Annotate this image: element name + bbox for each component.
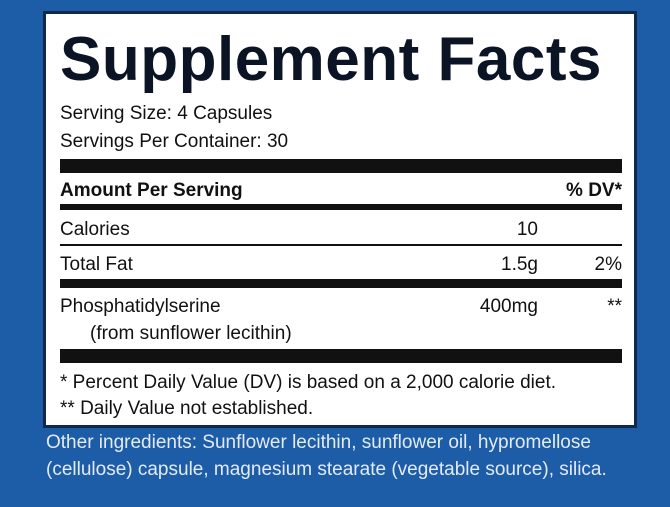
facts-panel: Supplement Facts Serving Size: 4 Capsule… [43,11,637,428]
divider [60,244,622,246]
row-name: Total Fat [60,254,133,275]
row-dv: ** [607,296,622,317]
title: Supplement Facts [60,25,602,94]
row-amount: 1.5g [501,254,538,275]
row-note: (from sunflower lecithin) [90,323,292,344]
row-amount: 400mg [479,296,538,317]
divider [60,204,622,210]
divider [60,349,622,363]
servings-per-container: Servings Per Container: 30 [60,131,289,152]
row-name: Calories [60,219,130,240]
serving-size: Serving Size: 4 Capsules [60,103,273,124]
header-dv: % DV* [566,180,622,201]
header-amount: Amount Per Serving [60,180,243,201]
footnote: ** Daily Value not established. [60,398,314,419]
divider [60,279,622,288]
row-name: Phosphatidylserine [60,296,221,317]
divider [60,159,622,173]
row-amount: 10 [516,219,538,240]
other-ingredients: Other ingredients: Sunflower lecithin, s… [46,432,607,480]
row-dv: 2% [594,254,622,275]
footnote: * Percent Daily Value (DV) is based on a… [60,372,557,393]
